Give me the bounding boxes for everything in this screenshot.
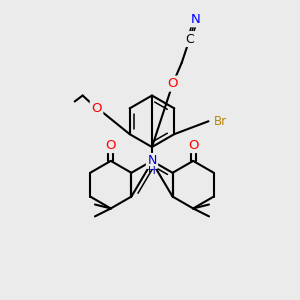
Text: C: C [185, 32, 194, 46]
Text: H: H [148, 166, 156, 176]
Text: O: O [106, 139, 116, 152]
Text: O: O [91, 102, 102, 115]
Text: Br: Br [214, 115, 227, 128]
Text: O: O [188, 139, 198, 152]
Text: N: N [147, 154, 157, 167]
Text: N: N [191, 13, 200, 26]
Text: O: O [167, 77, 178, 90]
